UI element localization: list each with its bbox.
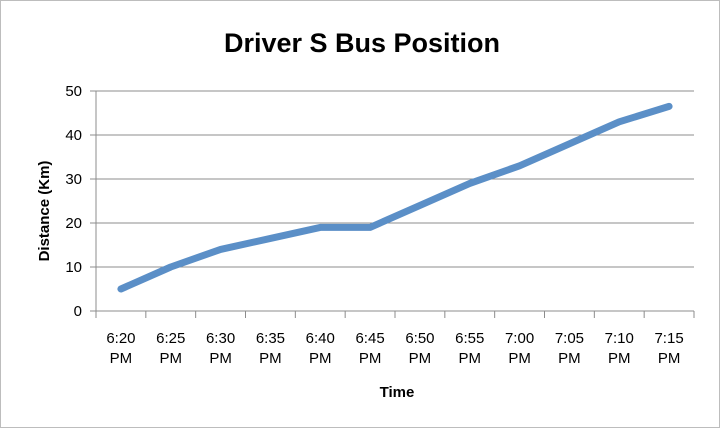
axes xyxy=(90,90,695,318)
x-tick-label: 6:30 PM xyxy=(206,330,235,367)
x-tick-label: 6:55 PM xyxy=(455,330,484,367)
x-tick-labels: 6:20 PM 6:25 PM 6:30 PM 6:35 PM 6:40 PM 6:45 PM 6:50… xyxy=(106,330,683,367)
x-tick-label: 6:50 PM xyxy=(405,330,434,367)
y-tick-label: 40 xyxy=(65,127,82,144)
y-tick-label: 30 xyxy=(65,171,82,188)
series-line xyxy=(117,102,673,293)
gridlines xyxy=(96,90,694,268)
x-tick-label: 6:45 PM xyxy=(355,330,384,367)
x-tick-label: 6:20 PM xyxy=(106,330,135,367)
data-point xyxy=(120,288,122,290)
series-layer xyxy=(117,102,673,293)
data-point xyxy=(220,248,222,250)
data-point xyxy=(319,226,321,228)
x-tick-label: 6:25 PM xyxy=(156,330,185,367)
x-tick-label: 7:10 PM xyxy=(605,330,634,367)
data-point xyxy=(170,266,172,268)
y-tick-label: 20 xyxy=(65,215,82,232)
x-axis-title: Time xyxy=(380,384,415,401)
y-tick-labels: 0 10 20 30 40 50 xyxy=(65,83,82,320)
x-tick-label: 6:35 PM xyxy=(256,330,285,367)
x-tick-label: 7:15 PM xyxy=(654,330,683,367)
y-axis-title: Distance (Km) xyxy=(36,161,53,262)
data-point xyxy=(269,237,271,239)
chart-title: Driver S Bus Position xyxy=(224,28,500,58)
y-tick-label: 50 xyxy=(65,83,82,100)
x-tick-label: 7:00 PM xyxy=(505,330,534,367)
x-tick-label: 6:40 PM xyxy=(306,330,335,367)
data-point xyxy=(469,182,471,184)
data-point xyxy=(419,204,421,206)
y-tick-label: 10 xyxy=(65,259,82,276)
y-tick-label: 0 xyxy=(74,303,82,320)
data-point xyxy=(618,121,620,123)
data-point xyxy=(668,105,670,107)
x-tick-label: 7:05 PM xyxy=(555,330,584,367)
data-point xyxy=(369,226,371,228)
data-point xyxy=(519,165,521,167)
data-point xyxy=(568,143,570,145)
